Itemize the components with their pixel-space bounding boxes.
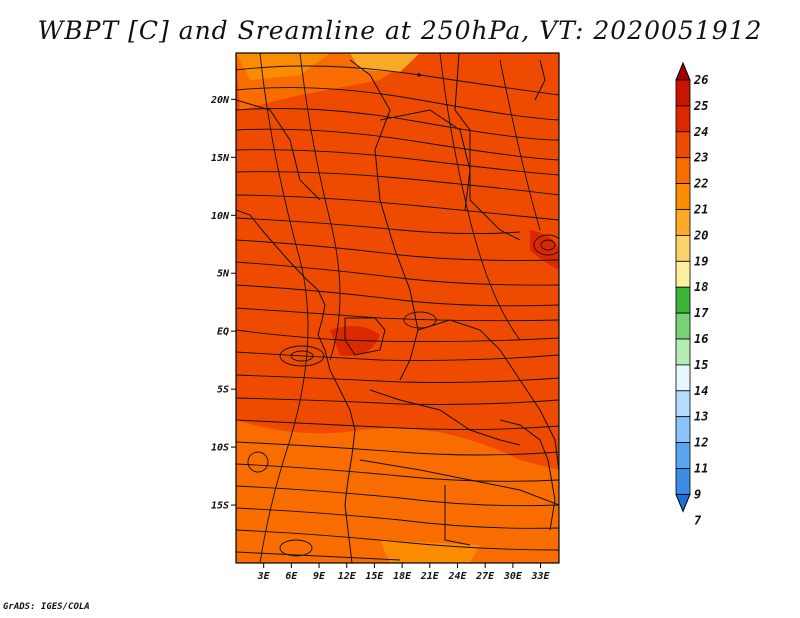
colorbar-swatch xyxy=(675,364,691,392)
colorbar-label: 13 xyxy=(694,410,708,424)
colorbar-label: 25 xyxy=(693,99,708,113)
colorbar-label: 11 xyxy=(694,462,708,476)
lon-tick-label: 3E xyxy=(257,571,271,582)
colorbar-bottom-arrow xyxy=(675,493,691,513)
wbpt-patch-southcoast xyxy=(380,540,480,563)
colorbar-label: 14 xyxy=(694,384,708,398)
colorbar-label: 12 xyxy=(694,436,708,450)
lat-tick-label: 5N xyxy=(217,269,230,280)
colorbar-label: 22 xyxy=(693,177,708,191)
colorbar-label: 15 xyxy=(694,358,708,372)
colorbar-label: 9 xyxy=(694,487,701,501)
longitude-axis: 3E 6E 9E 12E 15E 18E 21E 24E 27E 30E 33E xyxy=(257,563,551,582)
lat-tick-label: 10S xyxy=(211,443,229,454)
colorbar-swatch xyxy=(675,183,691,210)
colorbar-swatch xyxy=(675,105,691,133)
colorbar-label: 7 xyxy=(694,513,702,527)
colorbar-top-arrow xyxy=(675,61,691,81)
colorbar-swatch xyxy=(675,468,691,495)
lon-tick-label: 27E xyxy=(475,571,495,582)
lon-tick-label: 33E xyxy=(531,571,551,582)
colorbar-swatch xyxy=(675,312,691,340)
lon-tick-label: 18E xyxy=(393,571,412,582)
latitude-axis: 20N 15N 10N 5N EQ 5S 10S 15S xyxy=(210,95,236,512)
chart-title: WBPT [C] and Sreamline at 250hPa, VT: 20… xyxy=(37,16,763,45)
colorbar-swatch xyxy=(675,338,691,366)
colorbar-label: 20 xyxy=(693,228,708,242)
colorbar-label: 18 xyxy=(694,280,708,294)
colorbar-swatch xyxy=(675,209,691,236)
colorbar-swatch xyxy=(675,234,691,262)
colorbar-label: 17 xyxy=(694,306,709,320)
colorbar-swatch xyxy=(675,157,691,184)
colorbar-label: 21 xyxy=(693,203,708,217)
colorbar: 26 25 24 23 22 21 20 19 18 17 16 15 14 13 12 11 9 7 xyxy=(675,61,709,527)
lon-tick-label: 21E xyxy=(420,571,440,582)
lat-tick-label: 20N xyxy=(210,95,230,106)
colorbar-swatch xyxy=(675,286,691,314)
colorbar-swatch xyxy=(675,416,691,444)
lat-tick-label: EQ xyxy=(217,327,229,338)
colorbar-label: 19 xyxy=(694,254,708,268)
colorbar-label: 24 xyxy=(693,125,708,139)
lon-tick-label: 15E xyxy=(365,571,384,582)
colorbar-swatch xyxy=(675,131,691,159)
lon-tick-label: 12E xyxy=(338,571,357,582)
credit-label: GrADS: IGES/COLA xyxy=(3,602,90,612)
lon-tick-label: 6E xyxy=(285,571,298,582)
lon-tick-label: 24E xyxy=(447,571,467,582)
lon-tick-label: 30E xyxy=(503,571,523,582)
colorbar-swatch xyxy=(675,390,691,418)
colorbar-swatch xyxy=(675,260,691,288)
lat-tick-label: 15N xyxy=(211,153,230,164)
colorbar-label: 16 xyxy=(694,332,708,346)
lat-tick-label: 15S xyxy=(211,501,229,512)
colorbar-label: 23 xyxy=(693,151,708,165)
colorbar-swatch xyxy=(675,442,691,469)
map-frame xyxy=(235,52,560,564)
colorbar-label: 26 xyxy=(693,73,708,87)
lat-tick-label: 10N xyxy=(211,211,230,222)
colorbar-swatch xyxy=(675,79,691,107)
wbpt-patch-sahara xyxy=(350,53,420,72)
lon-tick-label: 9E xyxy=(313,571,326,582)
coastlines xyxy=(236,53,559,563)
map-panel xyxy=(236,53,559,563)
lat-tick-label: 5S xyxy=(217,385,229,396)
